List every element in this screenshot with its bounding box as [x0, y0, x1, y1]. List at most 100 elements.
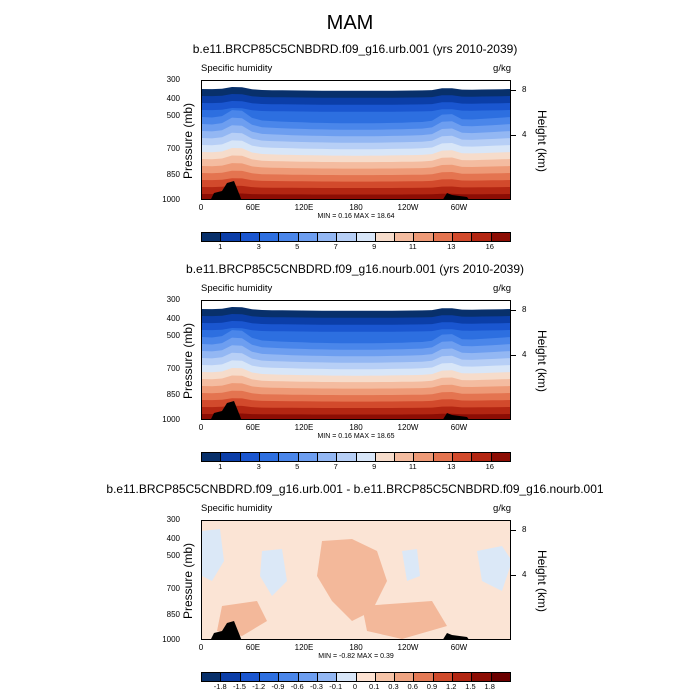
panel-title: b.e11.BRCP85C5CNBDRD.f09_g16.nourb.001 (…: [186, 262, 524, 276]
contour-band: [202, 193, 510, 199]
colorbar-swatch: [337, 453, 357, 461]
colorbar-label: -1.8: [213, 682, 227, 691]
y-tick-label: 1000: [162, 195, 180, 204]
colorbar-swatch: [414, 233, 434, 241]
colorbar-swatch: [240, 233, 260, 241]
colorbar-swatch: [202, 453, 222, 461]
y2-tick: [511, 135, 516, 136]
y-tick-label: 700: [166, 364, 180, 373]
colorbar-label: 0.3: [388, 682, 399, 691]
y2-tick-label: 8: [522, 525, 527, 534]
y2-tick: [511, 575, 516, 576]
colorbar-label: 11: [408, 462, 417, 471]
colorbar-swatch: [279, 673, 299, 681]
colorbar-swatch: [472, 233, 492, 241]
contour-plot: [202, 307, 510, 419]
colorbar-swatch: [414, 673, 434, 681]
panel-title: b.e11.BRCP85C5CNBDRD.f09_g16.urb.001 (yr…: [192, 42, 518, 56]
colorbar-label: -0.9: [271, 682, 285, 691]
colorbar-label: 0.9: [426, 682, 438, 691]
colorbar-label: 0: [352, 682, 358, 691]
colorbar-label: 7: [333, 242, 338, 251]
colorbar-swatch: [337, 233, 357, 241]
colorbar-swatch: [240, 673, 260, 681]
colorbar-swatch: [472, 453, 492, 461]
y-tick-label: 500: [166, 331, 180, 340]
colorbar-swatch: [453, 673, 473, 681]
colorbar-label: -0.3: [310, 682, 323, 691]
colorbar-swatch: [433, 233, 454, 241]
x-tick-label: 0: [198, 643, 204, 652]
y-tick-label: 850: [166, 390, 180, 399]
x-tick-label: 120W: [397, 423, 419, 432]
colorbar-swatch: [375, 233, 396, 241]
y2-axis-title: Height (km): [535, 329, 549, 392]
y-tick-label: 400: [166, 94, 180, 103]
y-tick-label: 500: [166, 111, 180, 120]
y2-tick: [511, 355, 516, 356]
y-tick-label: 500: [166, 551, 180, 560]
colorbar-swatch: [375, 673, 396, 681]
x-tick-label: 60E: [245, 643, 261, 652]
terrain-mask: [443, 633, 469, 639]
colorbar: [201, 452, 511, 462]
colorbar-swatch: [317, 673, 338, 681]
y-tick-label: 400: [166, 314, 180, 323]
contour-band: [202, 413, 510, 419]
y2-tick-label: 8: [522, 85, 527, 94]
x-tick-label: 0: [198, 203, 204, 212]
x-tick-label: 180: [349, 423, 363, 432]
x-tick-label: 60W: [450, 423, 468, 432]
colorbar-swatch: [491, 673, 510, 681]
units-label: g/kg: [493, 63, 511, 74]
min-max-label: MIN = 0.16 MAX = 18.65: [317, 433, 395, 440]
colorbar-label: 13: [447, 462, 456, 471]
colorbar-label: 9: [372, 242, 377, 251]
colorbar-swatch: [279, 233, 299, 241]
x-tick-label: 60W: [450, 643, 468, 652]
colorbar-swatch: [453, 233, 473, 241]
colorbar-label: 1.8: [484, 682, 495, 691]
figure-title: MAM: [326, 12, 374, 34]
y2-axis-title: Height (km): [535, 109, 549, 172]
variable-label: Specific humidity: [201, 283, 273, 294]
y-axis-title: Pressure (mb): [181, 543, 195, 620]
colorbar-swatch: [337, 673, 357, 681]
colorbar-label: 7: [333, 462, 338, 471]
colorbar-swatch: [202, 233, 222, 241]
colorbar-label: 1.2: [446, 682, 457, 691]
colorbar-label: 3: [256, 242, 261, 251]
y-tick-label: 300: [166, 515, 180, 524]
colorbar-swatch: [298, 453, 318, 461]
terrain-mask: [211, 621, 242, 639]
colorbar-swatch: [356, 453, 376, 461]
y2-tick: [511, 530, 516, 531]
colorbar-label: 1: [218, 242, 223, 251]
colorbar-swatch: [472, 673, 492, 681]
panel-title: b.e11.BRCP85C5CNBDRD.f09_g16.urb.001 - b…: [106, 482, 604, 496]
colorbar-swatch: [395, 233, 415, 241]
x-tick-label: 120E: [294, 643, 314, 652]
colorbar: [201, 232, 511, 242]
x-tick-label: 180: [349, 203, 363, 212]
colorbar-swatch: [453, 453, 473, 461]
x-tick-label: 120E: [294, 423, 314, 432]
y2-tick-label: 4: [522, 130, 527, 139]
colorbar-swatch: [317, 453, 338, 461]
colorbar-label: -0.6: [290, 682, 304, 691]
colorbar-swatch: [240, 453, 260, 461]
y-axis-title: Pressure (mb): [181, 323, 195, 400]
colorbar-label: 5: [295, 242, 300, 251]
colorbar-swatch: [395, 673, 415, 681]
y-tick-label: 1000: [162, 415, 180, 424]
colorbar-swatch: [298, 233, 318, 241]
colorbar-swatch: [221, 453, 241, 461]
y2-axis-title: Height (km): [535, 549, 549, 612]
terrain-mask: [211, 181, 242, 199]
colorbar-swatch: [259, 233, 280, 241]
contour-band: [402, 549, 420, 581]
colorbar-swatch: [433, 673, 454, 681]
contour-band: [477, 546, 510, 591]
x-tick-label: 120W: [397, 643, 419, 652]
y2-tick-label: 4: [522, 570, 527, 579]
